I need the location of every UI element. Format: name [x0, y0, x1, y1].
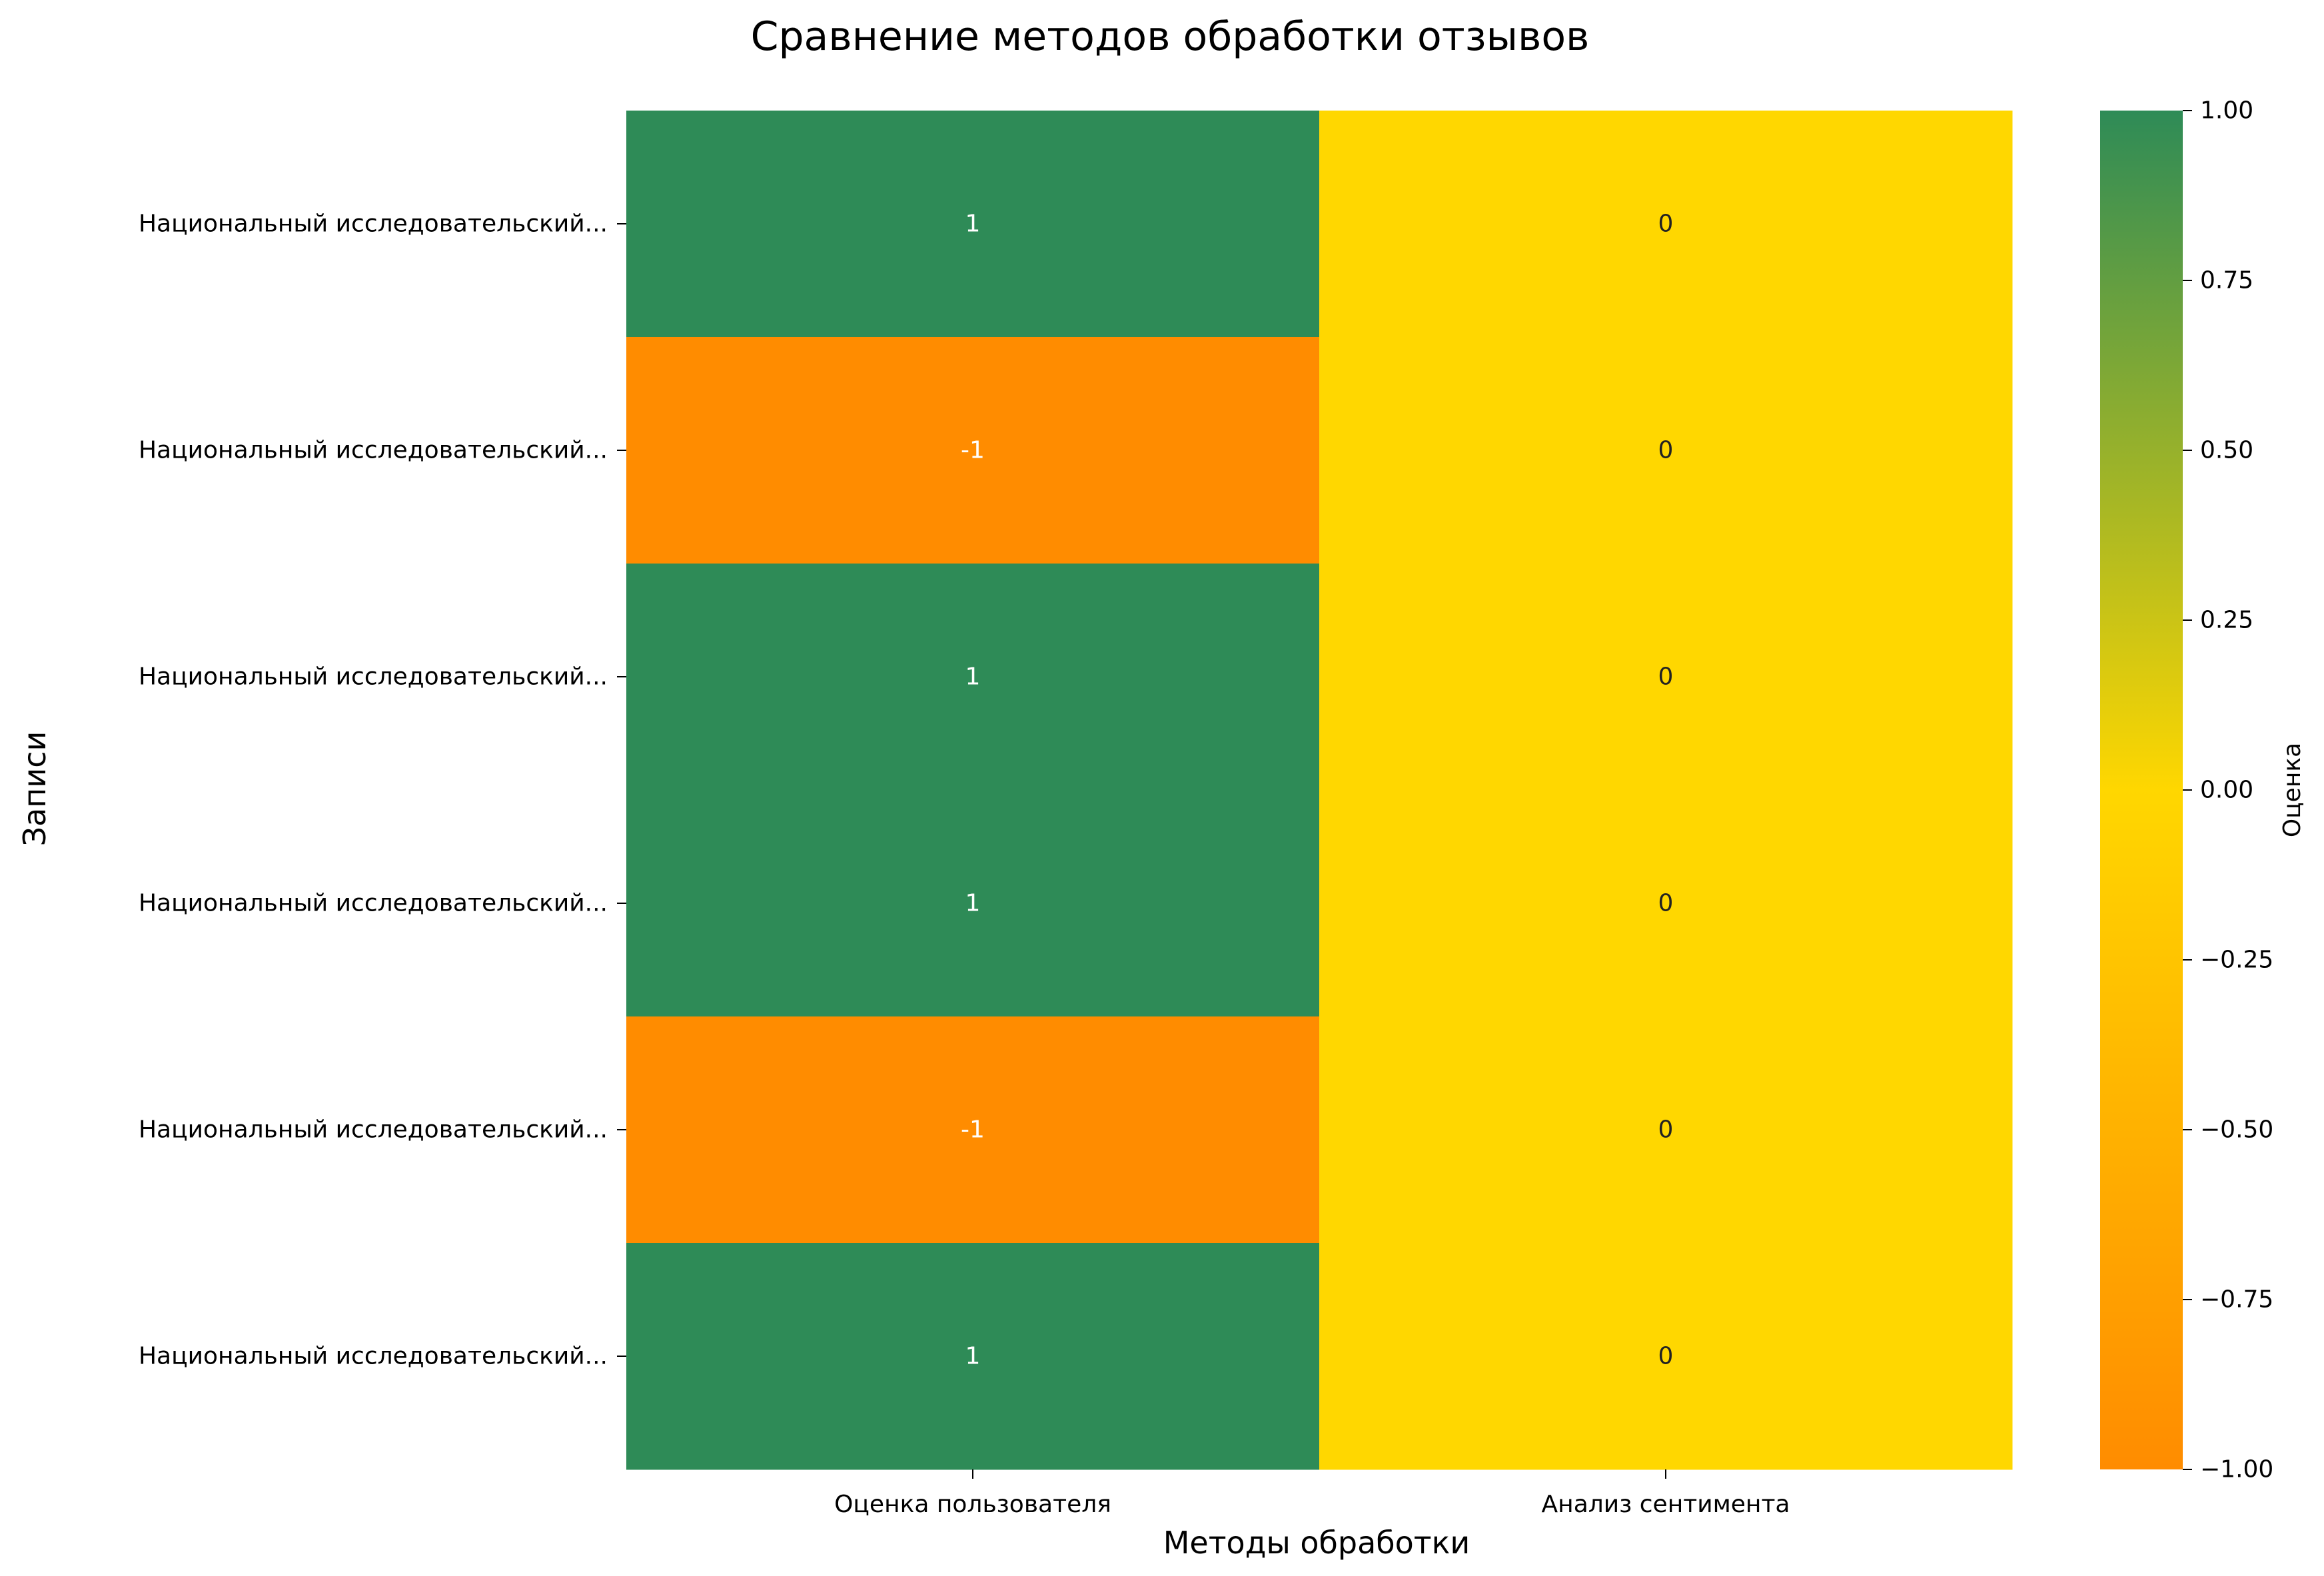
y-tick-label: Национальный исследовательский...	[139, 663, 608, 691]
heatmap-cells: 1 0 -1 0 1 0 1 0 -1 0 1 0	[626, 111, 2013, 1470]
x-tick-label: Анализ сентимента	[1542, 1491, 1790, 1518]
x-axis-label: Методы обработки	[1163, 1525, 1470, 1561]
cell-value-label: 1	[965, 1343, 981, 1370]
cell-value-label: 1	[965, 210, 981, 238]
heatmap-cell	[626, 337, 1320, 564]
colorbar-tick-label: 1.00	[2200, 97, 2253, 125]
heatmap-cell	[1319, 111, 2013, 338]
cell-value-label: 0	[1658, 1116, 1674, 1144]
cell-value-label: 0	[1658, 210, 1674, 238]
heatmap-cell	[1319, 1016, 2013, 1244]
colorbar-tick-label: 0.75	[2200, 267, 2253, 294]
y-tick-label: Национальный исследовательский...	[139, 890, 608, 917]
heatmap-cell	[1319, 564, 2013, 791]
heatmap-cell	[626, 790, 1320, 1017]
heatmap-cell	[626, 564, 1320, 791]
colorbar-tick-label: 0.25	[2200, 607, 2253, 634]
colorbar-tick-label: −0.25	[2200, 947, 2273, 974]
colorbar-tick-label: −1.00	[2200, 1456, 2273, 1483]
cell-value-label: 1	[965, 663, 981, 691]
heatmap-cell	[1319, 1243, 2013, 1470]
heatmap-cell	[626, 111, 1320, 338]
colorbar-tick-label: −0.50	[2200, 1116, 2273, 1144]
y-axis-label: Записи	[17, 731, 53, 847]
cell-value-label: -1	[961, 437, 985, 464]
cell-value-label: -1	[961, 1116, 985, 1144]
cell-value-label: 0	[1658, 663, 1674, 691]
column-labels: Оценка пользователя Анализ сентимента	[834, 1469, 1790, 1518]
chart-title: Сравнение методов обработки отзывов	[751, 13, 1590, 60]
cell-value-label: 0	[1658, 1343, 1674, 1370]
x-tick-label: Оценка пользователя	[834, 1491, 1111, 1518]
y-tick-label: Национальный исследовательский...	[139, 1116, 608, 1144]
cell-value-label: 0	[1658, 437, 1674, 464]
heatmap-cell	[626, 1243, 1320, 1470]
colorbar-tick-label: −0.75	[2200, 1286, 2273, 1314]
colorbar-tick-label: 0.50	[2200, 437, 2253, 464]
y-tick-label: Национальный исследовательский...	[139, 437, 608, 464]
colorbar-tick-label: 0.00	[2200, 777, 2253, 804]
colorbar-ticks: 1.00 0.75 0.50 0.25 0.00 −0.25 −0.50 −0.75 −1.00	[2183, 97, 2273, 1483]
colorbar-label: Оценка	[2279, 743, 2306, 837]
heatmap-cell	[1319, 790, 2013, 1017]
cell-value-label: 1	[965, 890, 981, 917]
heatmap-cell	[1319, 337, 2013, 564]
colorbar	[2100, 111, 2183, 1469]
heatmap-cell	[626, 1016, 1320, 1244]
y-tick-label: Национальный исследовательский...	[139, 210, 608, 238]
y-tick-label: Национальный исследовательский...	[139, 1343, 608, 1370]
row-labels: Национальный исследовательский... Национа…	[139, 210, 626, 1370]
cell-value-label: 0	[1658, 890, 1674, 917]
